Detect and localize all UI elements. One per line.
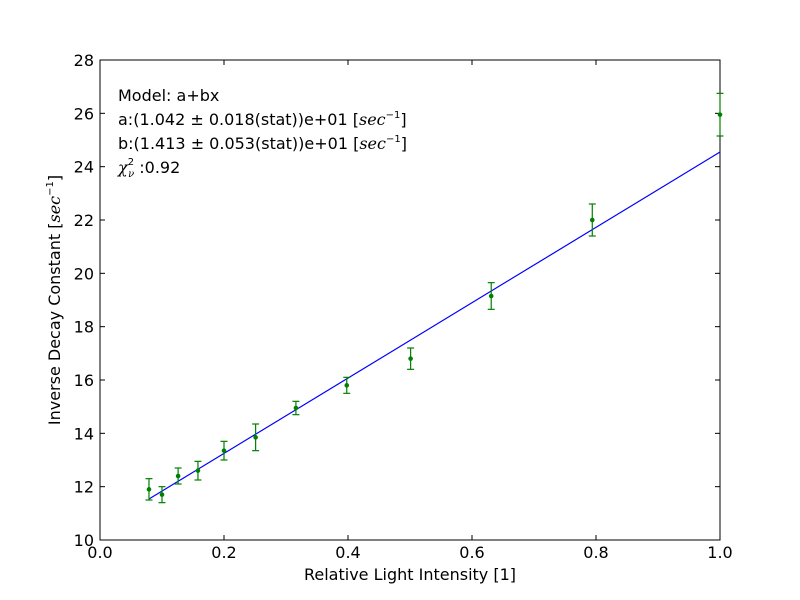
data-marker <box>408 356 413 361</box>
data-marker <box>221 448 227 453</box>
y-axis-label-bracket-close: ] <box>45 175 64 181</box>
data-point <box>343 376 351 394</box>
annotation-a-bracket-close: ] <box>400 110 406 129</box>
y-tick-label: 24 <box>74 158 94 177</box>
data-point <box>252 423 260 452</box>
annotation-a-bracket-open: [ <box>353 110 359 129</box>
x-tick-label: 0.2 <box>211 543 236 562</box>
annotation-chi-sub: ν <box>128 169 134 180</box>
data-point <box>220 440 228 461</box>
data-point <box>174 467 182 485</box>
data-point <box>407 347 415 370</box>
y-tick-label: 20 <box>74 264 94 283</box>
x-tick-label: 0.8 <box>583 543 608 562</box>
x-axis-label: Relative Light Intensity [1] <box>304 565 516 584</box>
annotation-b-pm: ± <box>191 134 204 153</box>
annotation-b-unit-exp: −1 <box>386 134 401 145</box>
data-marker <box>159 492 165 497</box>
annotation-a-pm: ± <box>190 110 203 129</box>
data-marker <box>293 405 299 411</box>
annotation-chi-value: :0.92 <box>134 158 180 177</box>
annotation-a-unit-exp: −1 <box>386 110 401 121</box>
annotation-chi-symbol: χ <box>117 158 129 177</box>
y-tick-label: 28 <box>74 51 94 70</box>
annotation-model: Model: a+bx <box>118 86 219 105</box>
annotation-b-value: 0.053(stat))e+01 <box>204 134 353 153</box>
data-marker <box>146 487 152 492</box>
y-tick-label: 14 <box>74 424 94 443</box>
data-marker <box>717 112 723 117</box>
x-tick-label: 0.0 <box>87 543 112 562</box>
data-marker <box>253 435 258 440</box>
data-point <box>292 400 300 416</box>
y-axis-label-text: Inverse Decay Constant <box>45 234 64 425</box>
annotation-chi-sup: 2 <box>128 157 134 168</box>
data-marker <box>195 468 201 473</box>
fit-annotation: Model: a+bx a:(1.042 ± 0.018(stat))e+01 … <box>117 86 407 180</box>
data-point <box>158 486 166 504</box>
fit-line-group <box>148 151 721 500</box>
data-points-group <box>145 92 724 504</box>
y-axis-label-unit: sec <box>45 196 64 223</box>
y-axis-label: Inverse Decay Constant [sec−1] <box>45 175 64 425</box>
data-point <box>194 460 202 481</box>
data-point <box>716 92 724 137</box>
data-marker <box>488 293 494 299</box>
annotation-b-bracket-close: ] <box>401 134 407 153</box>
y-tick-label: 12 <box>74 478 94 497</box>
annotation-param-b: b:(1.413 ± 0.053(stat))e+01 [sec−1] <box>118 134 407 153</box>
y-tick-label: 10 <box>74 531 94 550</box>
plot-area <box>99 59 721 541</box>
annotation-param-a: a:(1.042 ± 0.018(stat))e+01 [sec−1] <box>118 110 407 129</box>
annotation-b-prefix: b:(1.413 <box>118 134 191 153</box>
fit-line <box>148 151 721 500</box>
annotation-a-unit: sec <box>359 110 386 129</box>
data-marker <box>175 473 181 479</box>
y-tick-label: 26 <box>74 104 94 123</box>
y-axis-label-unit-exp: −1 <box>45 181 56 196</box>
x-tick-label: 0.4 <box>335 543 360 562</box>
y-tick-label: 18 <box>74 318 94 337</box>
data-point <box>588 203 596 237</box>
annotation-b-bracket-open: [ <box>353 134 359 153</box>
y-tick-label: 16 <box>74 371 94 390</box>
data-point <box>145 478 153 501</box>
data-marker <box>589 217 595 223</box>
y-tick-label: 22 <box>74 211 94 230</box>
x-tick-label: 0.6 <box>459 543 484 562</box>
annotation-a-prefix: a:(1.042 <box>118 110 190 129</box>
data-marker <box>344 383 350 388</box>
annotation-b-unit: sec <box>359 134 386 153</box>
data-point <box>487 282 495 310</box>
y-axis-label-bracket-open: [ <box>45 223 64 229</box>
annotation-a-value: 0.018(stat))e+01 <box>204 110 353 129</box>
x-tick-label: 1.0 <box>707 543 732 562</box>
axis-ticks: 0.0 0.2 0.4 0.6 0.8 1.0 10 12 14 16 18 20 22 24 26 28 <box>74 51 733 562</box>
annotation-chi2: χ2 ν :0.92 <box>117 157 180 180</box>
